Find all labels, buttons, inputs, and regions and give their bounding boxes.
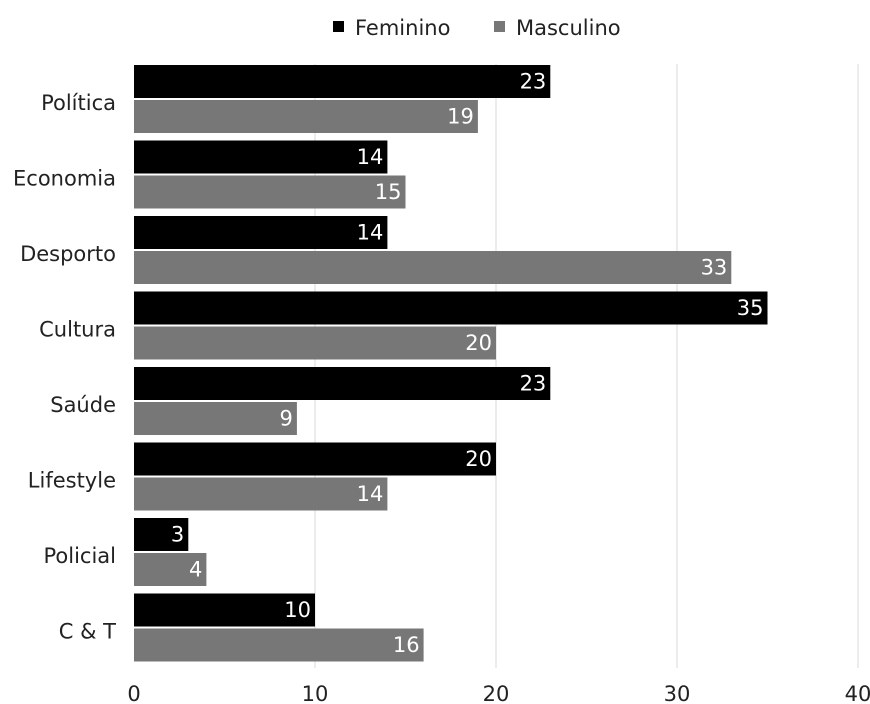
data-label-economia-feminino: 14 — [357, 145, 384, 169]
data-label-sa-de-feminino: 23 — [520, 372, 547, 396]
data-label-pol-tica-masculino: 19 — [447, 105, 474, 129]
data-label-pol-tica-feminino: 23 — [520, 70, 547, 94]
data-label-desporto-feminino: 14 — [357, 221, 384, 245]
category-label: Cultura — [39, 317, 116, 341]
bar-cultura-feminino — [134, 291, 768, 325]
bar-cultura-masculino — [134, 326, 496, 360]
data-label-cultura-masculino: 20 — [465, 331, 492, 355]
legend: Feminino Masculino — [333, 16, 621, 40]
category-label: Saúde — [50, 393, 116, 417]
bar-pol-tica-feminino — [134, 65, 551, 98]
bar-lifestyle-feminino — [134, 442, 496, 476]
bar-c-t-masculino — [134, 628, 424, 662]
legend-swatch-feminino — [333, 21, 344, 32]
data-label-cultura-feminino: 35 — [737, 296, 764, 320]
legend-swatch-masculino — [494, 21, 505, 32]
axis: Política Economia Desporto Cultura Saúde Life… — [13, 91, 870, 704]
legend-label-masculino: Masculino — [516, 16, 621, 40]
bar-desporto-feminino — [134, 216, 388, 249]
data-label-desporto-masculino: 33 — [701, 256, 728, 280]
gridlines — [314, 64, 859, 668]
data-label-sa-de-masculino: 9 — [280, 407, 293, 431]
data-label-lifestyle-masculino: 14 — [357, 482, 384, 506]
bar-sa-de-feminino — [134, 367, 551, 400]
x-tick-label: 20 — [483, 682, 510, 704]
data-label-lifestyle-feminino: 20 — [465, 447, 492, 471]
category-label: Policial — [43, 544, 116, 568]
category-label: C & T — [59, 619, 116, 643]
x-tick-label: 40 — [845, 682, 870, 704]
category-label: Política — [41, 91, 116, 115]
category-label: Lifestyle — [28, 468, 116, 492]
data-label-c-t-feminino: 10 — [284, 598, 311, 622]
data-label-economia-masculino: 15 — [375, 180, 402, 204]
bar-lifestyle-masculino — [134, 477, 388, 511]
legend-label-feminino: Feminino — [355, 16, 450, 40]
category-label: Economia — [13, 166, 116, 190]
bar-economia-masculino — [134, 175, 406, 209]
category-label: Desporto — [20, 242, 116, 266]
data-label-policial-masculino: 4 — [189, 558, 202, 582]
bar-sa-de-masculino — [134, 402, 297, 435]
x-tick-label: 0 — [127, 682, 140, 704]
bar-economia-feminino — [134, 140, 388, 174]
bar-policial-feminino — [134, 518, 189, 551]
x-tick-label: 30 — [664, 682, 691, 704]
data-label-policial-feminino: 3 — [171, 523, 184, 547]
data-label-c-t-masculino: 16 — [393, 633, 420, 657]
bars: 23 19 14 15 14 33 35 20 23 9 20 14 34 10 16 — [134, 65, 768, 662]
x-tick-label: 10 — [302, 682, 329, 704]
bar-pol-tica-masculino — [134, 100, 478, 133]
bar-c-t-feminino — [134, 593, 315, 627]
bar-desporto-masculino — [134, 251, 732, 284]
bar-policial-masculino — [134, 553, 207, 586]
